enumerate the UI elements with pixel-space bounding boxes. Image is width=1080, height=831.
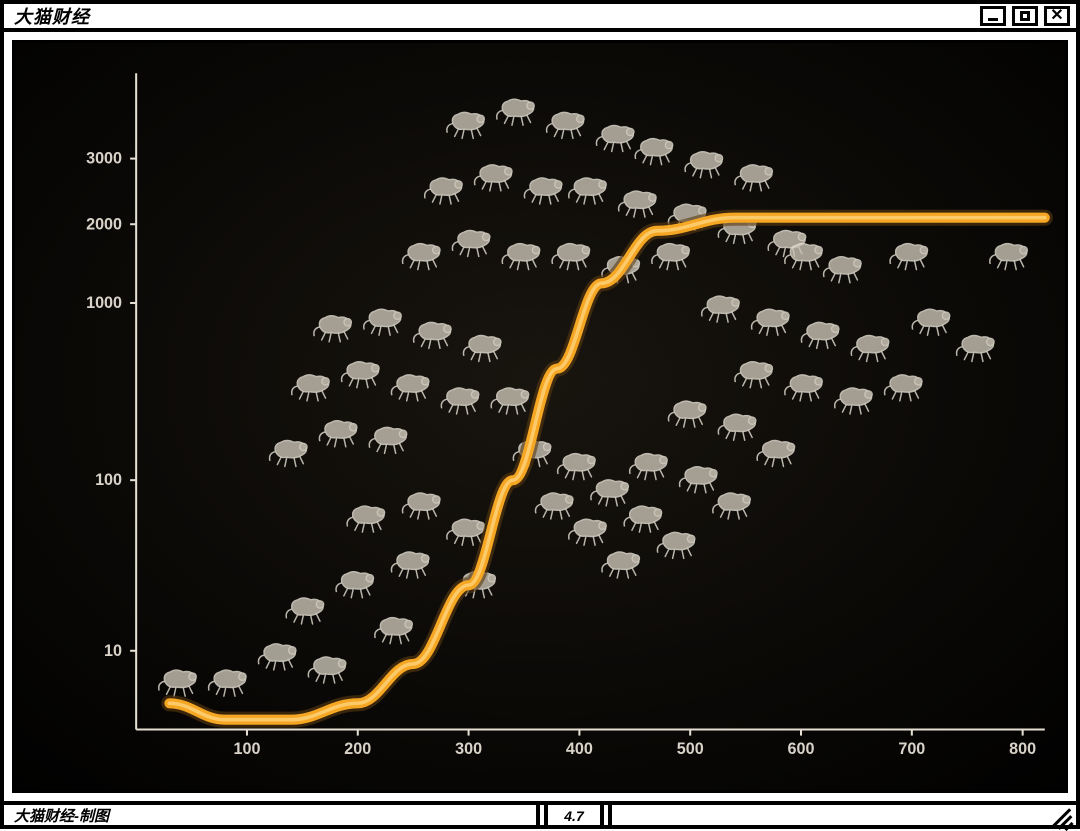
- status-right: [612, 805, 1076, 826]
- svg-text:200: 200: [344, 740, 371, 758]
- window-frame: 大猫财经 ✕ 10 100 1000 2000 3000 100 200 300 400 500 6…: [0, 0, 1080, 829]
- svg-text:800: 800: [1009, 740, 1036, 758]
- svg-text:3000: 3000: [86, 150, 122, 168]
- statusbar: 大猫财经-制图 4.7: [4, 801, 1076, 826]
- status-credit: 大猫财经-制图: [4, 805, 540, 826]
- svg-text:2000: 2000: [86, 215, 122, 233]
- status-divider-2: [604, 805, 612, 826]
- svg-text:300: 300: [455, 740, 482, 758]
- window-title: 大猫财经: [14, 3, 90, 29]
- resize-grip-icon[interactable]: [1048, 804, 1072, 824]
- titlebar: 大猫财经 ✕: [4, 4, 1076, 32]
- svg-text:100: 100: [233, 740, 260, 758]
- chart-frame: 10 100 1000 2000 3000 100 200 300 400 500 600 700 80…: [12, 40, 1068, 793]
- status-badge: 4.7: [548, 805, 604, 826]
- maximize-button[interactable]: [1012, 6, 1038, 26]
- growth-chart: 10 100 1000 2000 3000 100 200 300 400 500 600 700 80…: [15, 43, 1065, 790]
- svg-text:1000: 1000: [86, 294, 122, 312]
- svg-text:700: 700: [898, 740, 925, 758]
- svg-text:10: 10: [104, 642, 122, 660]
- content-area: 10 100 1000 2000 3000 100 200 300 400 500 600 700 80…: [4, 32, 1076, 801]
- svg-text:500: 500: [677, 740, 704, 758]
- window-controls: ✕: [980, 6, 1070, 26]
- svg-text:100: 100: [95, 471, 122, 489]
- svg-text:400: 400: [566, 740, 593, 758]
- close-button[interactable]: ✕: [1044, 6, 1070, 26]
- status-divider: [540, 805, 548, 826]
- svg-text:600: 600: [788, 740, 815, 758]
- minimize-button[interactable]: [980, 6, 1006, 26]
